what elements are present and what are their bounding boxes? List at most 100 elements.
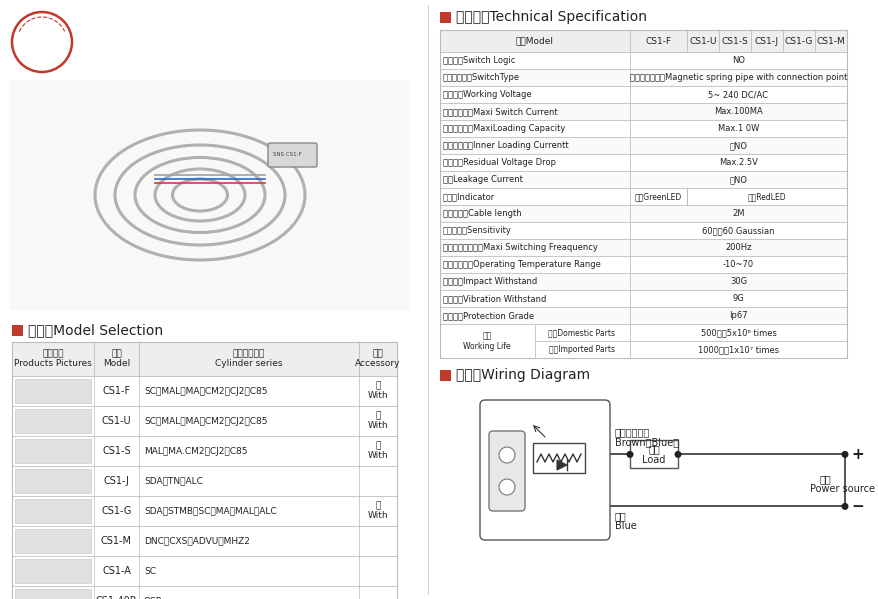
- Bar: [440, 239, 630, 256]
- Text: 1000万次1x10⁷ times: 1000万次1x10⁷ times: [697, 345, 778, 354]
- Bar: [10, 80, 409, 310]
- Text: 200Hz: 200Hz: [724, 243, 751, 252]
- Bar: [440, 205, 630, 222]
- Text: 有: 有: [375, 441, 380, 450]
- Text: Ip67: Ip67: [729, 311, 747, 320]
- Text: Power source: Power source: [810, 485, 874, 494]
- Bar: [440, 324, 535, 358]
- Bar: [15, 439, 91, 463]
- Text: 有: 有: [375, 382, 380, 391]
- Bar: [15, 499, 91, 523]
- Text: With: With: [367, 512, 388, 521]
- Text: 5~ 240 DC/AC: 5~ 240 DC/AC: [708, 90, 767, 99]
- Text: SDA、TN、ALC: SDA、TN、ALC: [144, 476, 203, 486]
- Bar: [440, 171, 630, 188]
- Text: 寿命
Working Life: 寿命 Working Life: [463, 331, 510, 350]
- Text: Max.1 0W: Max.1 0W: [717, 124, 759, 133]
- Bar: [630, 171, 846, 188]
- Text: SC、MAL、MA、CM2、CJ2、C85: SC、MAL、MA、CM2、CJ2、C85: [144, 416, 267, 425]
- Bar: [630, 120, 846, 137]
- Polygon shape: [557, 460, 566, 470]
- Bar: [440, 256, 630, 273]
- Text: 指示灯Indicator: 指示灯Indicator: [443, 192, 494, 201]
- Text: Max.2.5V: Max.2.5V: [718, 158, 757, 167]
- Bar: [535, 324, 630, 341]
- Text: 500万次5x10⁶ times: 500万次5x10⁶ times: [700, 328, 775, 337]
- Text: CS1-M: CS1-M: [101, 536, 132, 546]
- Text: 型号: 型号: [111, 349, 122, 358]
- Circle shape: [499, 447, 515, 463]
- Text: 电源: 电源: [819, 474, 831, 485]
- Text: 蓝色: 蓝色: [615, 512, 626, 521]
- Bar: [630, 239, 846, 256]
- Bar: [630, 52, 846, 69]
- Bar: [630, 86, 846, 103]
- FancyBboxPatch shape: [488, 431, 524, 511]
- Bar: [12, 325, 23, 336]
- Bar: [440, 370, 450, 381]
- Text: 附件: 附件: [372, 349, 383, 358]
- Text: 使用温度范围Operating Temperature Range: 使用温度范围Operating Temperature Range: [443, 260, 601, 269]
- Text: CS1-A: CS1-A: [102, 566, 131, 576]
- Bar: [630, 188, 687, 205]
- Text: Products Pictures: Products Pictures: [14, 359, 92, 368]
- Text: 国产Domestic Parts: 国产Domestic Parts: [548, 328, 615, 337]
- Text: 无NO: 无NO: [729, 141, 746, 150]
- Circle shape: [840, 451, 847, 458]
- Text: 有接点磁簧管型Magnetic spring pipe with connection point: 有接点磁簧管型Magnetic spring pipe with connect…: [630, 73, 846, 82]
- Bar: [440, 120, 630, 137]
- Text: 开关逻辑Switch Logic: 开关逻辑Switch Logic: [443, 56, 515, 65]
- Bar: [440, 12, 450, 23]
- Text: ★: ★: [40, 58, 44, 62]
- Bar: [15, 469, 91, 493]
- Bar: [12, 342, 397, 376]
- Bar: [440, 154, 630, 171]
- Bar: [532, 443, 585, 473]
- Text: Load: Load: [642, 455, 665, 465]
- Text: 最大接点容量MaxiLoading Capacity: 最大接点容量MaxiLoading Capacity: [443, 124, 565, 133]
- Circle shape: [12, 12, 72, 72]
- Text: 棕色（蓝色）: 棕色（蓝色）: [615, 428, 650, 437]
- Bar: [440, 222, 630, 239]
- Text: Blue: Blue: [615, 521, 636, 531]
- Text: CS1-U: CS1-U: [688, 37, 716, 46]
- Bar: [630, 137, 846, 154]
- Bar: [12, 376, 397, 406]
- Text: 新品推荐: 新品推荐: [32, 41, 52, 50]
- Text: 无NO: 无NO: [729, 175, 746, 184]
- Text: SC、MAL、MA、CM2、CJ2、C85: SC、MAL、MA、CM2、CJ2、C85: [144, 386, 267, 395]
- Text: CS1-J: CS1-J: [104, 476, 129, 486]
- Bar: [12, 496, 397, 526]
- Text: 有: 有: [375, 501, 380, 510]
- Bar: [12, 436, 397, 466]
- Text: 产品图例: 产品图例: [42, 349, 64, 358]
- Bar: [630, 290, 846, 307]
- Text: 感应开关型式SwitchType: 感应开关型式SwitchType: [443, 73, 520, 82]
- Bar: [440, 86, 630, 103]
- Text: CS1-40R: CS1-40R: [96, 596, 137, 599]
- Bar: [630, 341, 846, 358]
- Text: 30G: 30G: [729, 277, 746, 286]
- Text: SNS: SNS: [28, 26, 56, 40]
- Text: 内部消耗电流Inner Loading Currentt: 内部消耗电流Inner Loading Currentt: [443, 141, 568, 150]
- Text: 技术参数Technical Specification: 技术参数Technical Specification: [456, 11, 646, 25]
- Text: CS1-G: CS1-G: [784, 37, 812, 46]
- Text: 最大开关电流Maxi Switch Current: 最大开关电流Maxi Switch Current: [443, 107, 557, 116]
- Circle shape: [626, 451, 633, 458]
- Text: ★: ★: [53, 58, 57, 62]
- Bar: [630, 256, 846, 273]
- Text: 感应灵敏度Sensitivity: 感应灵敏度Sensitivity: [443, 226, 511, 235]
- Text: 接线圈Wiring Diagram: 接线圈Wiring Diagram: [456, 368, 589, 383]
- Text: 60高斯60 Gaussian: 60高斯60 Gaussian: [702, 226, 774, 235]
- Text: With: With: [367, 422, 388, 431]
- Text: 耐震动性Vibration Withstand: 耐震动性Vibration Withstand: [443, 294, 546, 303]
- Text: 2M: 2M: [731, 209, 744, 218]
- Text: CS1-M: CS1-M: [816, 37, 845, 46]
- Text: +: +: [850, 447, 863, 462]
- Text: 选型表Model Selection: 选型表Model Selection: [28, 323, 163, 337]
- Text: 电缆线长度Cable length: 电缆线长度Cable length: [443, 209, 521, 218]
- Bar: [630, 154, 846, 171]
- Text: ★: ★: [33, 58, 38, 62]
- Bar: [12, 406, 397, 436]
- Bar: [12, 466, 397, 496]
